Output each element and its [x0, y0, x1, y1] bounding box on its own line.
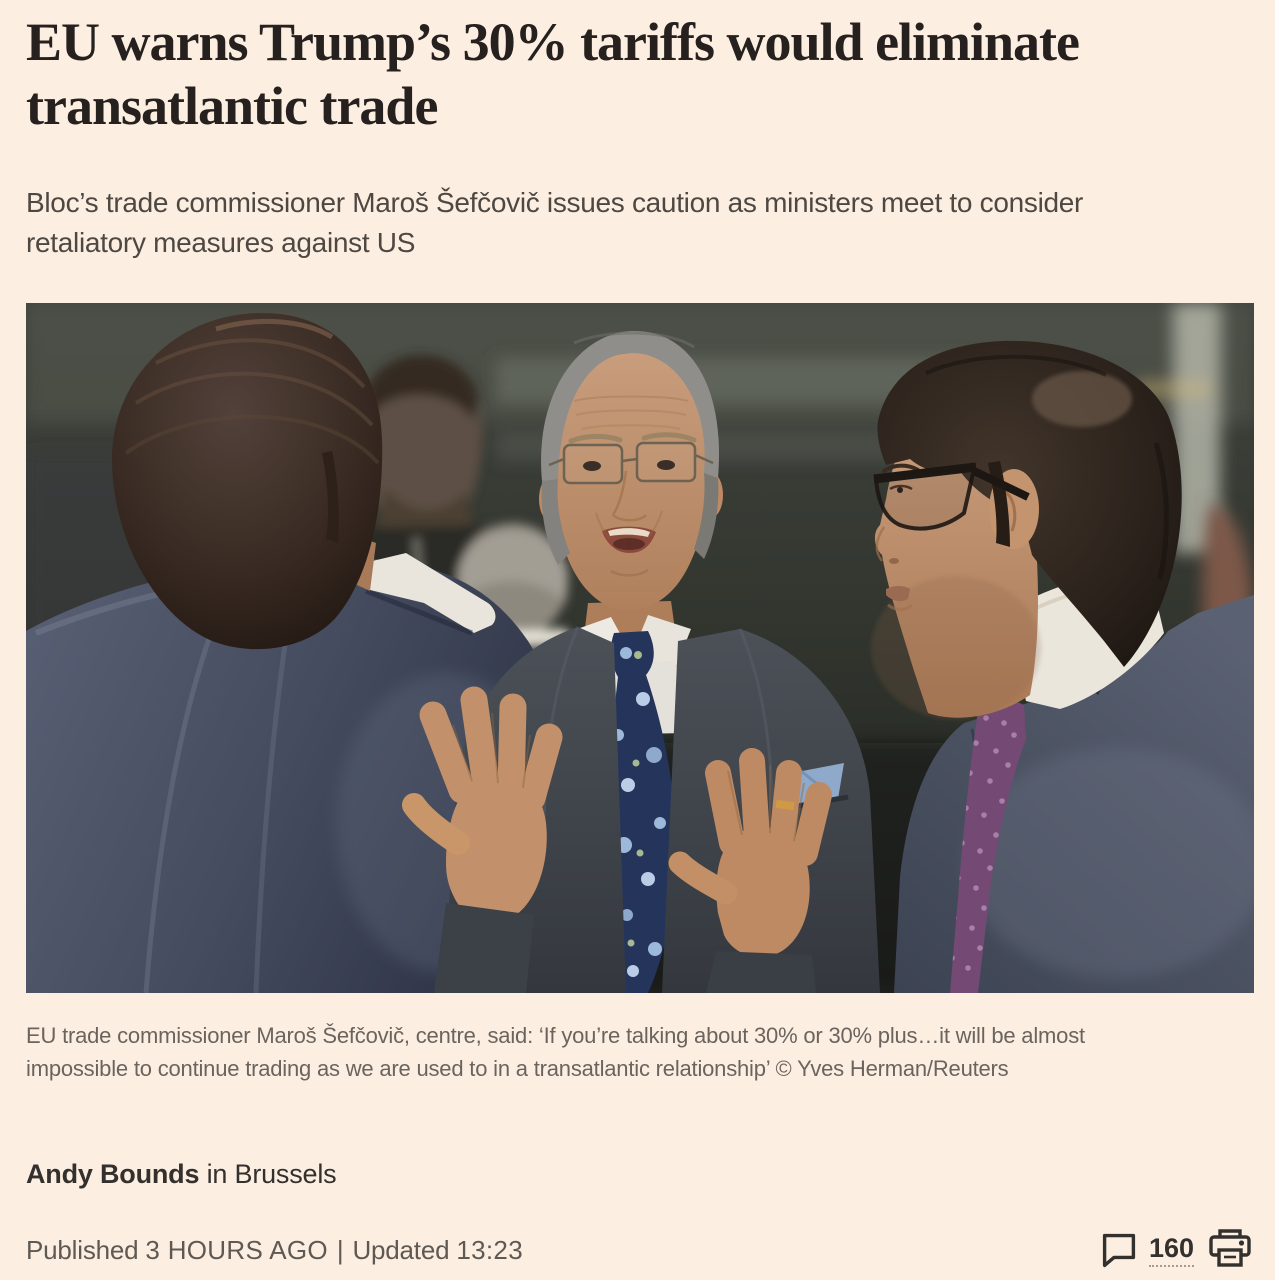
- byline-author-link[interactable]: Andy Bounds: [26, 1159, 200, 1189]
- image-caption: EU trade commissioner Maroš Šefčovič, ce…: [26, 1019, 1253, 1085]
- print-button[interactable]: [1207, 1228, 1253, 1272]
- photo-illustration: [26, 303, 1254, 993]
- timestamp: Published 3 HOURS AGO | Updated 13:23: [26, 1235, 523, 1266]
- page-title: EU warns Trump’s 30% tariffs would elimi…: [26, 10, 1253, 138]
- caption-line-2: impossible to continue trading as we are…: [26, 1056, 1009, 1081]
- center-man-left-hand: [668, 748, 832, 993]
- caption-line-1: EU trade commissioner Maroš Šefčovič, ce…: [26, 1023, 1085, 1048]
- published-time: 3 HOURS AGO: [145, 1234, 328, 1265]
- byline-location: in Brussels: [199, 1159, 337, 1189]
- published-label: Published: [26, 1234, 146, 1265]
- right-man-profile: [871, 340, 1254, 993]
- center-man-right-hand: [402, 686, 563, 993]
- timestamp-separator: |: [336, 1234, 344, 1265]
- standfirst-line-2: retaliatory measures against US: [26, 227, 416, 258]
- article-meta-row: Published 3 HOURS AGO | Updated 13:23 160: [26, 1227, 1253, 1273]
- updated-label: Updated: [352, 1234, 457, 1265]
- speech-bubble-icon: [1099, 1230, 1139, 1270]
- headline-line-2: transatlantic trade: [26, 76, 438, 136]
- article-figure: EU trade commissioner Maroš Šefčovič, ce…: [26, 303, 1254, 1085]
- headline-line-1: EU warns Trump’s 30% tariffs would elimi…: [26, 12, 1080, 72]
- standfirst-line-1: Bloc’s trade commissioner Maroš Šefčovič…: [26, 187, 1084, 218]
- article-photo: [26, 303, 1254, 993]
- standfirst: Bloc’s trade commissioner Maroš Šefčovič…: [26, 183, 1253, 263]
- center-man-glasses: [548, 441, 714, 485]
- article-actions: 160: [1099, 1228, 1253, 1272]
- updated-time: 13:23: [456, 1234, 523, 1265]
- byline: Andy Bounds in Brussels: [26, 1157, 1253, 1191]
- printer-icon: [1207, 1228, 1253, 1272]
- right-man-glasses: [873, 462, 1030, 531]
- comments-count[interactable]: 160: [1148, 1233, 1194, 1267]
- comments-link[interactable]: 160: [1099, 1230, 1194, 1270]
- center-man-sefcovic: [402, 330, 880, 993]
